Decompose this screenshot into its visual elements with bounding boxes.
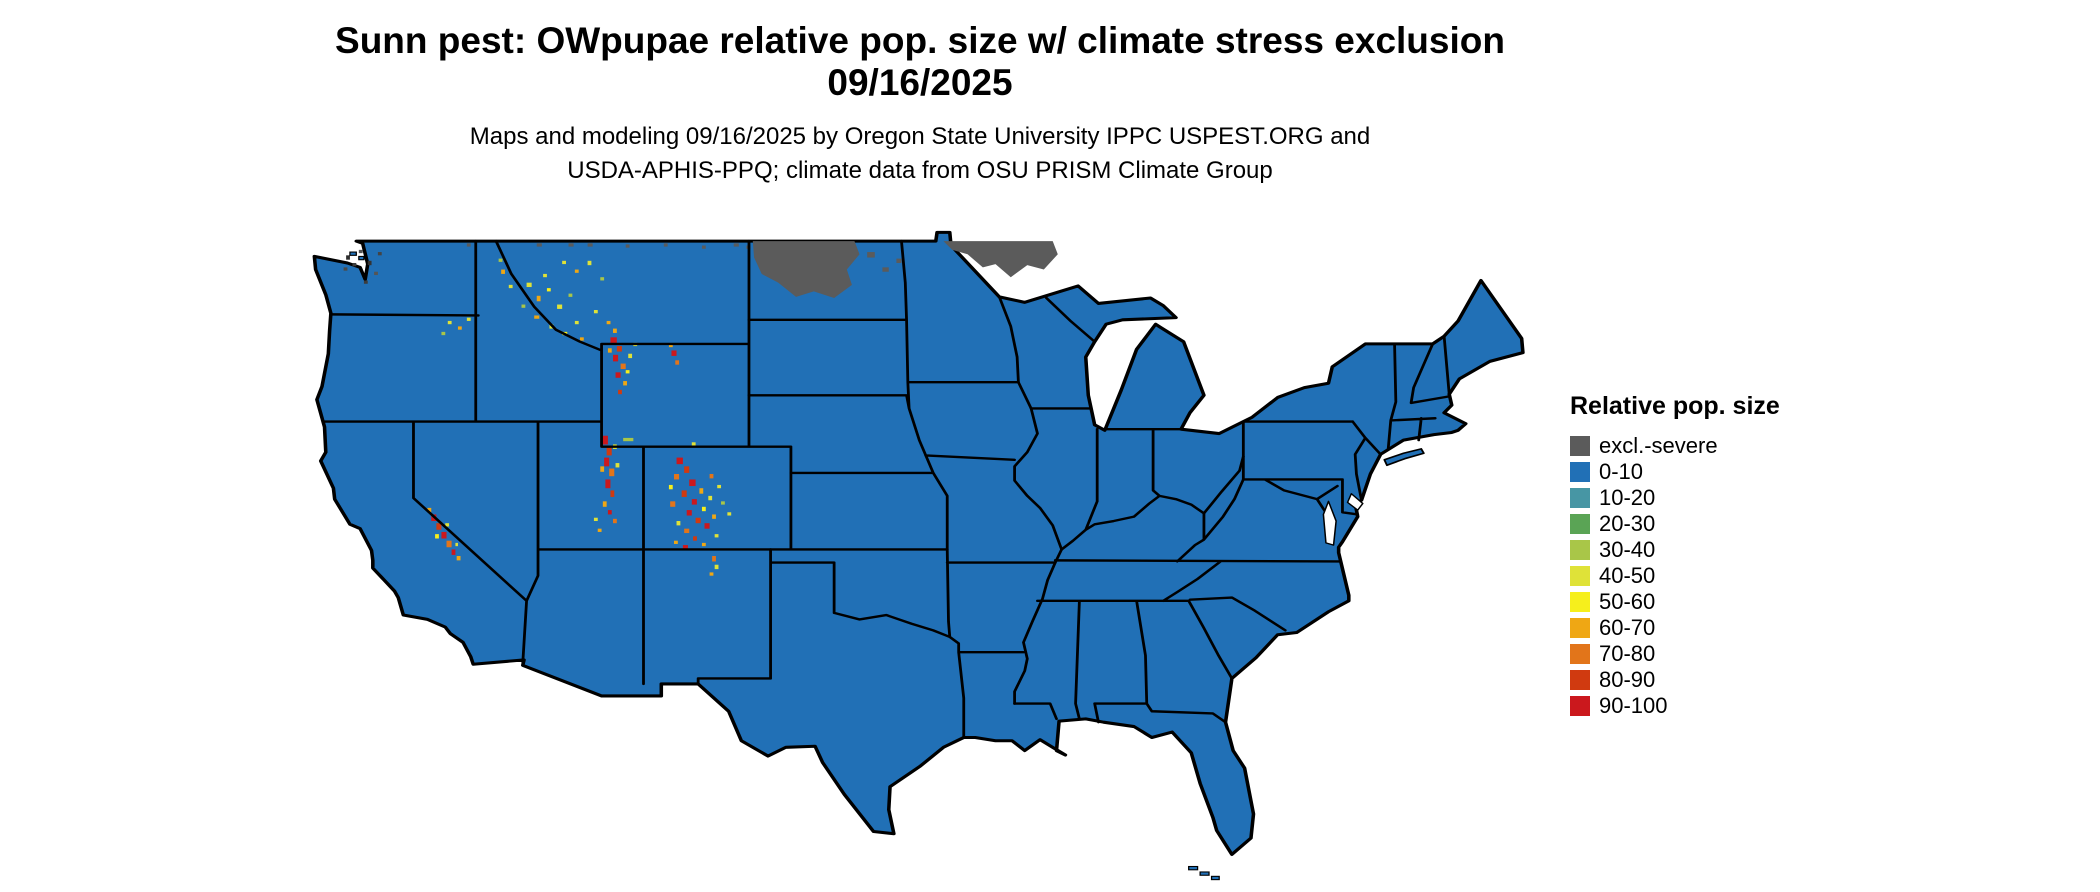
legend-swatch bbox=[1570, 436, 1590, 456]
header: Sunn pest: OWpupae relative pop. size w/… bbox=[0, 20, 1840, 188]
legend-item: 80-90 bbox=[1570, 667, 1780, 693]
legend-swatch bbox=[1570, 592, 1590, 612]
legend: Relative pop. size excl.-severe 0-10 10-… bbox=[1570, 392, 1780, 719]
legend-item-label: 50-60 bbox=[1599, 589, 1656, 614]
title-line-1: Sunn pest: OWpupae relative pop. size w/… bbox=[335, 20, 1505, 61]
legend-swatch bbox=[1570, 644, 1590, 664]
legend-item-label: 60-70 bbox=[1599, 615, 1656, 640]
legend-item: 60-70 bbox=[1570, 615, 1780, 641]
legend-item: 90-100 bbox=[1570, 693, 1780, 719]
legend-swatch bbox=[1570, 618, 1590, 638]
state-borders-midwest bbox=[1029, 296, 1245, 551]
legend-swatch bbox=[1570, 696, 1590, 716]
legend-item-label: 70-80 bbox=[1599, 641, 1656, 666]
subtitle-line-2: USDA-APHIS-PPQ; climate data from OSU PR… bbox=[567, 157, 1273, 184]
delaware-bay bbox=[1346, 493, 1364, 511]
legend-item-label: 20-30 bbox=[1599, 511, 1656, 536]
san-juan-islands bbox=[349, 251, 357, 256]
florida-keys bbox=[1210, 875, 1220, 881]
legend-item: 40-50 bbox=[1570, 563, 1780, 589]
state-borders-mississippi bbox=[997, 295, 1064, 705]
san-juan-islands bbox=[358, 255, 365, 261]
state-borders-east bbox=[1241, 420, 1382, 526]
legend-item: 70-80 bbox=[1570, 641, 1780, 667]
exclusion-blob-dakotas bbox=[752, 241, 860, 298]
long-island bbox=[1383, 448, 1425, 467]
legend-swatch bbox=[1570, 514, 1590, 534]
subtitle-line-1: Maps and modeling 09/16/2025 by Oregon S… bbox=[469, 123, 1371, 150]
legend-swatch bbox=[1570, 670, 1590, 690]
exclusion-areas bbox=[466, 241, 1058, 298]
state-borders-south bbox=[1013, 478, 1341, 724]
legend-item: 30-40 bbox=[1570, 537, 1780, 563]
state-borders-new-england bbox=[1386, 335, 1451, 451]
legend-item-label: 30-40 bbox=[1599, 537, 1656, 562]
legend-item-label: 0-10 bbox=[1599, 459, 1644, 484]
map-subtitle: Maps and modeling 09/16/2025 by Oregon S… bbox=[0, 120, 1840, 188]
legend-item-label: 90-100 bbox=[1599, 693, 1668, 718]
legend-item: excl.-severe bbox=[1570, 433, 1780, 459]
islands bbox=[349, 251, 1220, 881]
legend-swatch bbox=[1570, 540, 1590, 560]
bay-overlays bbox=[1322, 493, 1364, 546]
us-outline bbox=[312, 230, 1525, 857]
florida-keys bbox=[1188, 865, 1199, 871]
legend-item-label: excl.-severe bbox=[1599, 433, 1718, 458]
florida-keys bbox=[1199, 871, 1210, 876]
legend-item: 20-30 bbox=[1570, 511, 1780, 537]
legend-swatch bbox=[1570, 566, 1590, 586]
legend-item: 10-20 bbox=[1570, 485, 1780, 511]
legend-title: Relative pop. size bbox=[1570, 392, 1780, 420]
legend-swatch bbox=[1570, 488, 1590, 508]
legend-item: 0-10 bbox=[1570, 459, 1780, 485]
title-line-2: 09/16/2025 bbox=[827, 62, 1013, 103]
legend-item-label: 40-50 bbox=[1599, 563, 1656, 588]
legend-item-label: 80-90 bbox=[1599, 667, 1656, 692]
chesapeake-bay bbox=[1322, 500, 1337, 546]
state-borders bbox=[323, 239, 1451, 739]
state-borders-west bbox=[323, 239, 949, 686]
map-title: Sunn pest: OWpupae relative pop. size w/… bbox=[0, 20, 1840, 104]
legend-item-label: 10-20 bbox=[1599, 485, 1656, 510]
exclusion-blob-minnesota bbox=[943, 241, 1058, 278]
legend-swatch bbox=[1570, 462, 1590, 482]
state-borders-plains bbox=[696, 239, 1057, 739]
us-map bbox=[312, 230, 1525, 881]
legend-item: 50-60 bbox=[1570, 589, 1780, 615]
